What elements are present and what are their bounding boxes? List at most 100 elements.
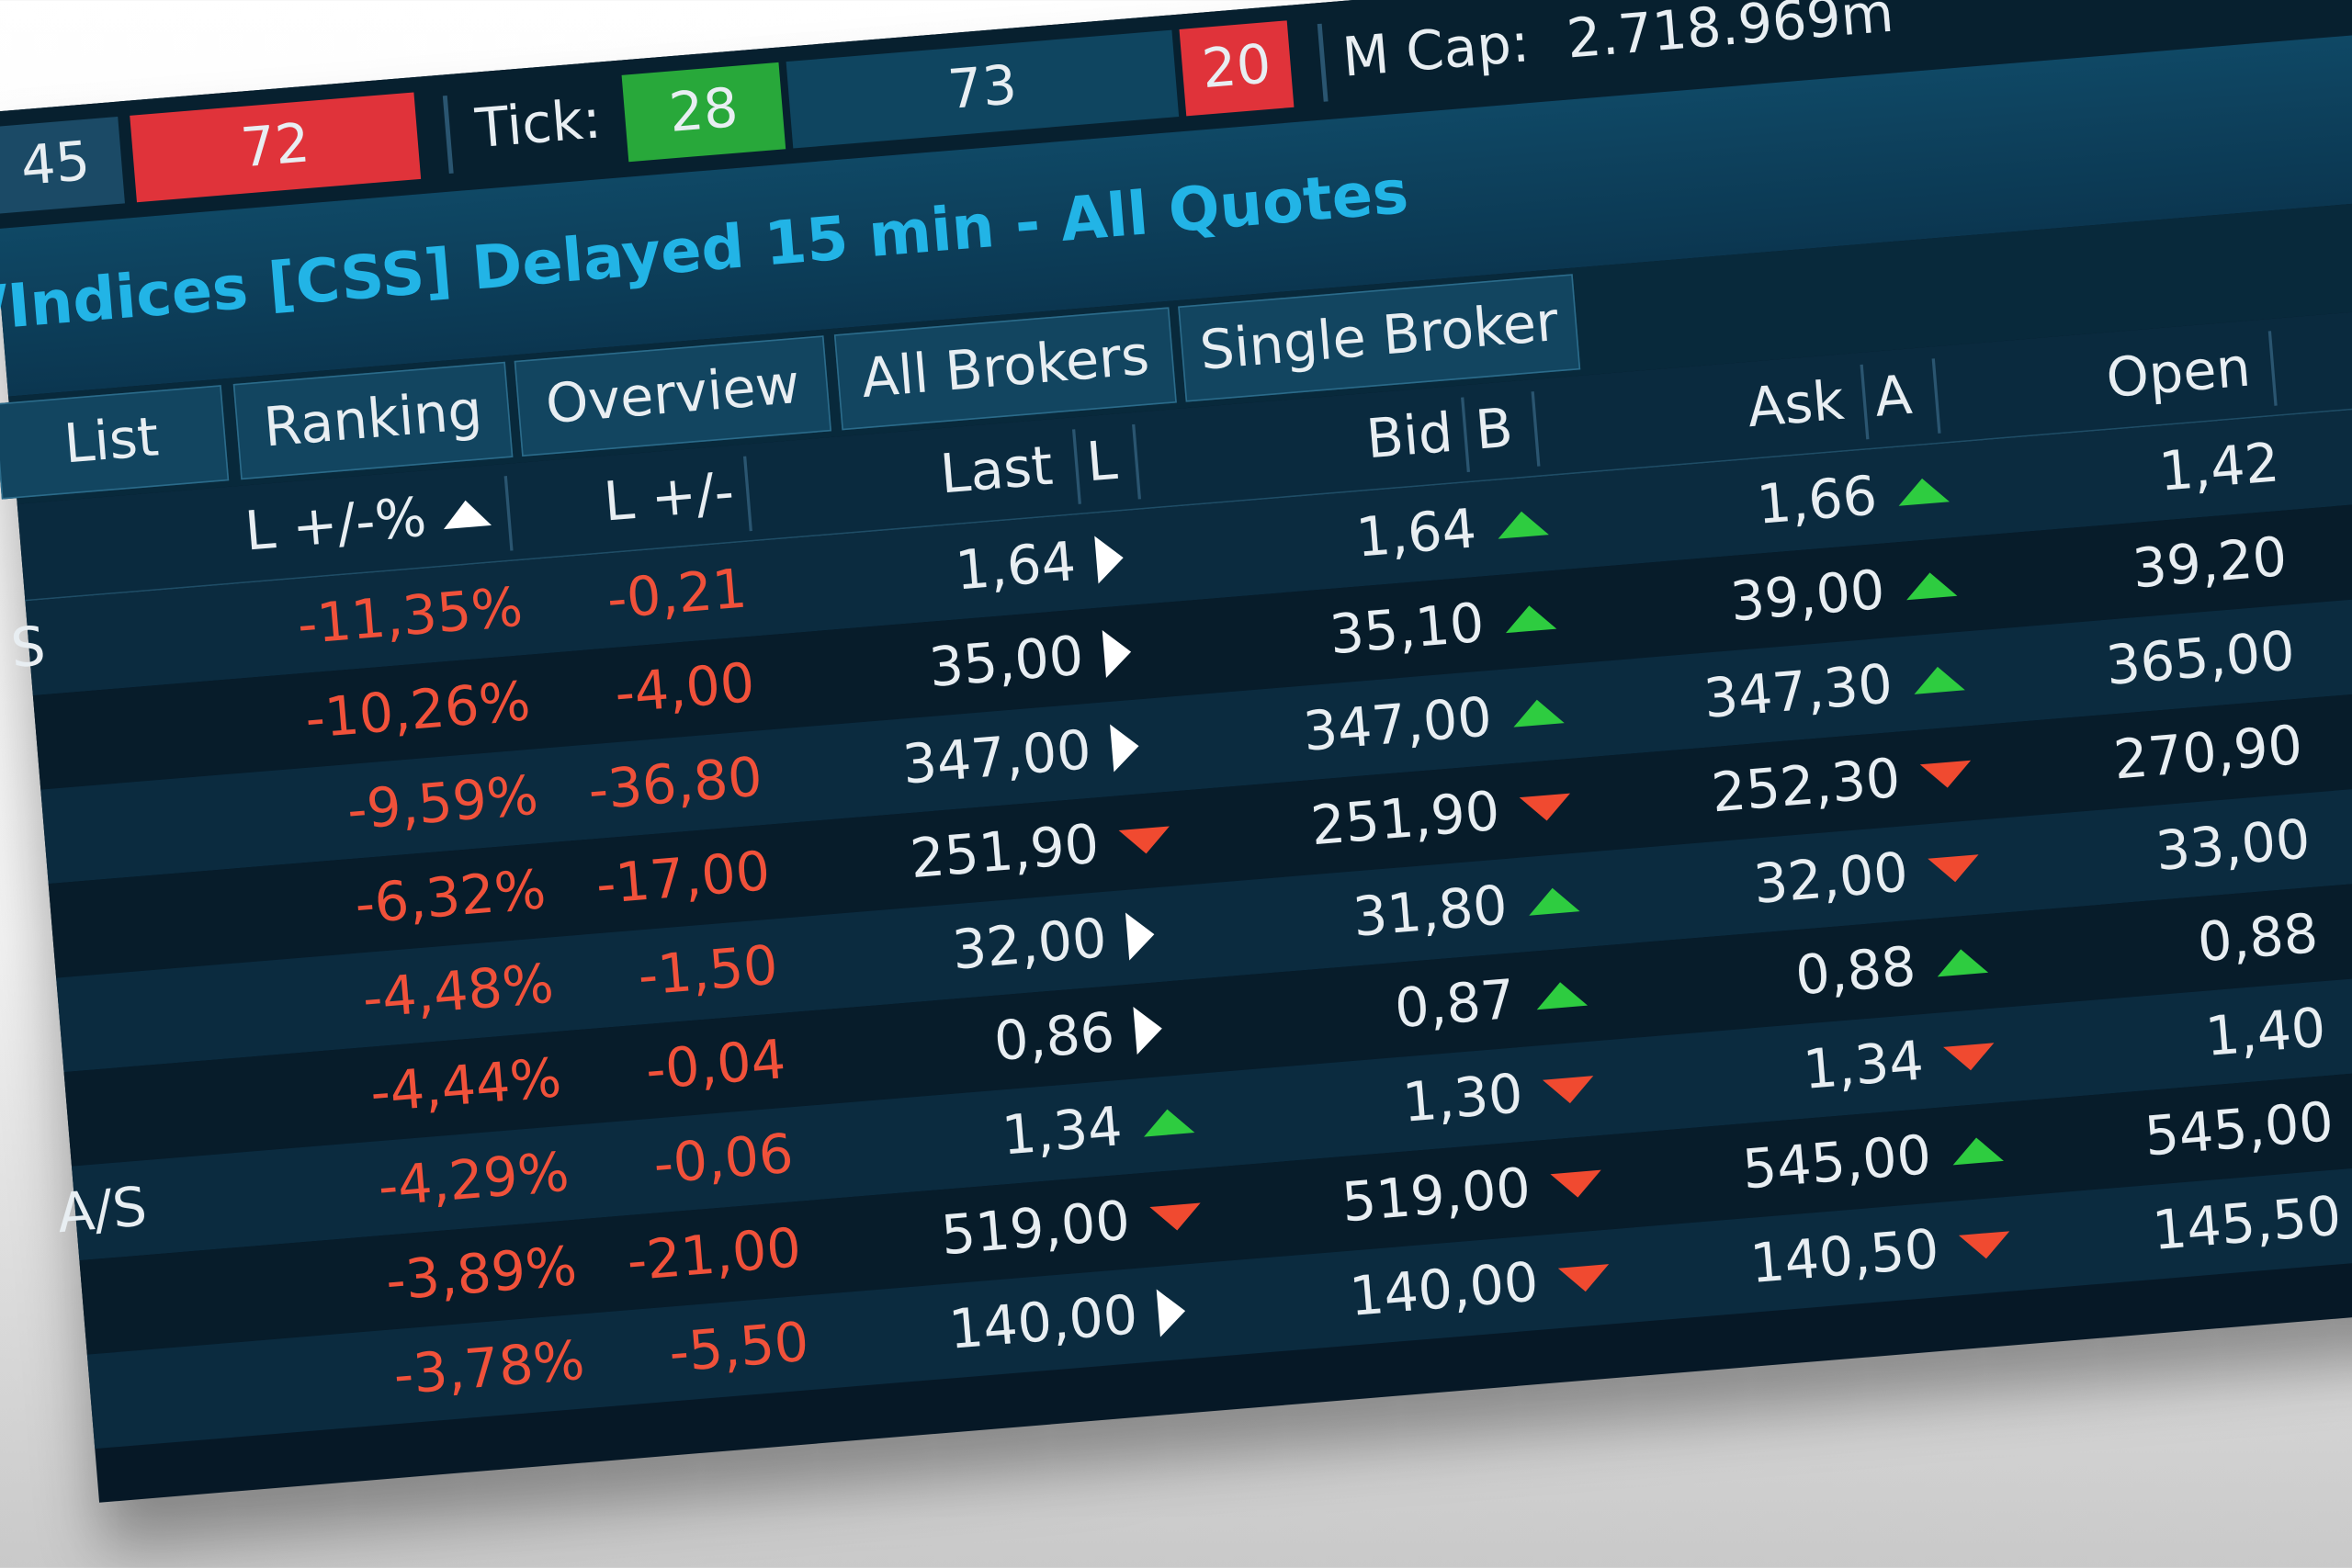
arrow-up bbox=[1526, 886, 1580, 916]
sort-icon bbox=[441, 498, 492, 530]
arrow-flat bbox=[1110, 722, 1141, 773]
column-header[interactable]: L +/-% bbox=[243, 487, 429, 564]
column-header[interactable]: Ask bbox=[1745, 370, 1847, 440]
arrow-flat bbox=[1094, 534, 1125, 584]
arrow-up bbox=[1511, 697, 1565, 728]
arrow-up bbox=[1951, 1135, 2004, 1166]
change-value: -0,06 bbox=[650, 1123, 797, 1197]
price-value: 545,00 bbox=[2142, 1091, 2336, 1169]
arrow-down bbox=[1919, 760, 1973, 790]
arrow-down bbox=[1943, 1043, 1996, 1073]
mcap-label: M Cap: bbox=[1340, 12, 1532, 90]
change-value: -10,26% bbox=[302, 671, 533, 751]
change-value: -4,44% bbox=[368, 1047, 564, 1125]
column-header[interactable]: B bbox=[1473, 398, 1516, 463]
change-value: -4,29% bbox=[376, 1142, 571, 1220]
price-value: 1,64 bbox=[1353, 498, 1479, 570]
change-value: -1,50 bbox=[636, 935, 781, 1009]
arrow-down bbox=[1118, 826, 1172, 856]
change-value: -3,89% bbox=[383, 1235, 580, 1314]
column-header[interactable]: Open bbox=[2104, 337, 2254, 411]
arrow-flat bbox=[1133, 1004, 1164, 1055]
price-value: 519,00 bbox=[938, 1190, 1133, 1268]
arrow-up bbox=[1496, 509, 1549, 539]
column-header[interactable]: Last bbox=[937, 435, 1056, 507]
price-value: 35,00 bbox=[926, 626, 1086, 700]
arrow-flat bbox=[1156, 1287, 1188, 1337]
change-value: -36,80 bbox=[585, 747, 765, 823]
price-value: 0,88 bbox=[1792, 936, 1918, 1009]
price-value: 365,00 bbox=[2103, 621, 2298, 698]
arrow-up bbox=[1503, 603, 1557, 634]
price-value: 140,00 bbox=[1347, 1252, 1541, 1329]
price-value: 1,42 bbox=[2156, 433, 2282, 504]
price-value: 35,10 bbox=[1327, 592, 1487, 667]
arrow-down bbox=[1149, 1202, 1203, 1233]
price-value: 251,90 bbox=[908, 814, 1102, 891]
price-value: 1,40 bbox=[2202, 998, 2328, 1069]
tick-label: Tick: bbox=[473, 89, 604, 161]
price-value: 347,30 bbox=[1702, 654, 1895, 731]
change-value: -9,59% bbox=[345, 765, 541, 843]
price-value: 519,00 bbox=[1340, 1157, 1533, 1235]
price-value: 33,00 bbox=[2153, 809, 2313, 884]
price-value: 145,50 bbox=[2150, 1186, 2344, 1263]
price-value: 32,00 bbox=[949, 908, 1110, 983]
tab[interactable]: List bbox=[0, 385, 230, 500]
arrow-down bbox=[1928, 854, 1981, 885]
column-header[interactable]: A bbox=[1871, 365, 1915, 430]
price-value: 545,00 bbox=[1740, 1124, 1934, 1202]
symbol: A/S bbox=[54, 1177, 150, 1246]
arrow-up bbox=[1935, 947, 1989, 977]
tick-down: 20 bbox=[1179, 20, 1295, 117]
price-value: 1,34 bbox=[1801, 1031, 1927, 1102]
price-value: 0,86 bbox=[991, 1002, 1117, 1074]
change-value: -4,00 bbox=[612, 652, 757, 726]
change-value: -0,04 bbox=[643, 1029, 788, 1102]
change-value: -0,21 bbox=[605, 558, 750, 632]
arrow-down bbox=[1542, 1076, 1596, 1106]
column-header[interactable]: Bid bbox=[1363, 402, 1455, 471]
quote-panel: 45 72 Tick: 28 73 20 M Cap: 2.718.969m /… bbox=[0, 0, 2352, 1503]
tick-up: 28 bbox=[621, 62, 786, 163]
price-value: 347,00 bbox=[899, 719, 1094, 797]
change-value: -17,00 bbox=[594, 840, 773, 918]
change-value: -6,32% bbox=[352, 859, 548, 937]
arrow-down bbox=[1519, 793, 1573, 823]
price-value: 1,30 bbox=[1400, 1064, 1526, 1135]
price-value: 140,00 bbox=[946, 1284, 1140, 1362]
price-value: 252,30 bbox=[1709, 748, 1903, 826]
arrow-up bbox=[1534, 979, 1589, 1010]
price-value: 140,50 bbox=[1747, 1219, 1942, 1296]
change-value: -4,48% bbox=[360, 953, 557, 1032]
arrow-down bbox=[1550, 1169, 1604, 1200]
price-value: 0,87 bbox=[1392, 969, 1518, 1041]
change-value: -5,50 bbox=[666, 1312, 811, 1385]
price-value: 0,88 bbox=[2195, 903, 2321, 976]
change-value: -11,35% bbox=[295, 577, 526, 658]
arrow-down bbox=[1557, 1264, 1611, 1294]
price-value: 1,64 bbox=[953, 531, 1079, 604]
change-value: -21,00 bbox=[625, 1217, 804, 1294]
price-value: 1,34 bbox=[1000, 1096, 1125, 1168]
arrow-flat bbox=[1125, 910, 1157, 961]
arrow-flat bbox=[1102, 627, 1134, 679]
price-value: 31,80 bbox=[1351, 875, 1510, 950]
arrow-down bbox=[1958, 1231, 2012, 1261]
column-header[interactable]: L +/- bbox=[601, 461, 737, 535]
stat-box: 45 bbox=[0, 116, 125, 215]
price-value: 39,00 bbox=[1727, 559, 1888, 635]
arrow-up bbox=[1141, 1107, 1195, 1137]
price-value: 270,90 bbox=[2111, 715, 2305, 793]
arrow-up bbox=[1912, 664, 1965, 694]
price-value: 251,90 bbox=[1308, 781, 1502, 859]
price-value: 1,66 bbox=[1754, 466, 1880, 537]
arrow-up bbox=[1896, 476, 1950, 506]
price-value: 347,00 bbox=[1300, 686, 1495, 764]
price-value: 39,20 bbox=[2130, 526, 2290, 602]
arrow-up bbox=[1904, 570, 1958, 601]
change-value: -3,78% bbox=[391, 1330, 587, 1408]
price-value: 32,00 bbox=[1751, 842, 1911, 917]
